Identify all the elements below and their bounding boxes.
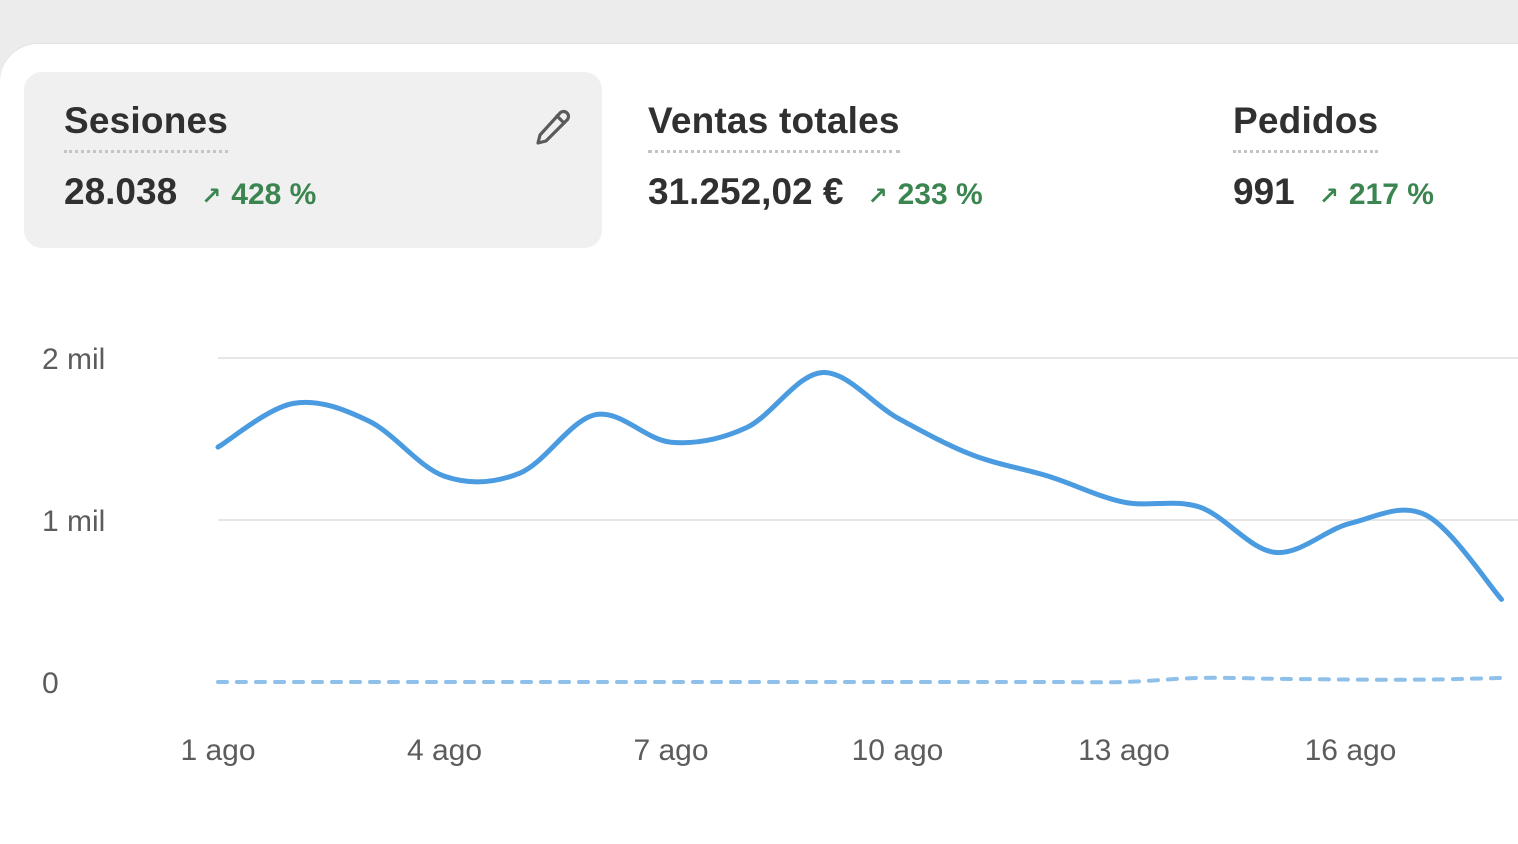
x-tick-label: 16 ago bbox=[1305, 734, 1397, 767]
x-tick-label: 7 ago bbox=[633, 734, 708, 767]
y-tick-label: 2 mil bbox=[42, 343, 105, 376]
sessions-line-chart[interactable]: 2 mil 1 mil 0 1 ago 4 ago 7 ago 10 ago 13 ago 16… bbox=[0, 0, 1518, 804]
sessions-series-line bbox=[218, 373, 1502, 600]
comparison-series-line bbox=[218, 678, 1502, 682]
x-tick-label: 13 ago bbox=[1078, 734, 1170, 767]
x-tick-label: 4 ago bbox=[407, 734, 482, 767]
x-tick-label: 10 ago bbox=[852, 734, 944, 767]
y-tick-label: 0 bbox=[42, 667, 59, 700]
x-tick-label: 1 ago bbox=[180, 734, 255, 767]
y-tick-label: 1 mil bbox=[42, 505, 105, 538]
